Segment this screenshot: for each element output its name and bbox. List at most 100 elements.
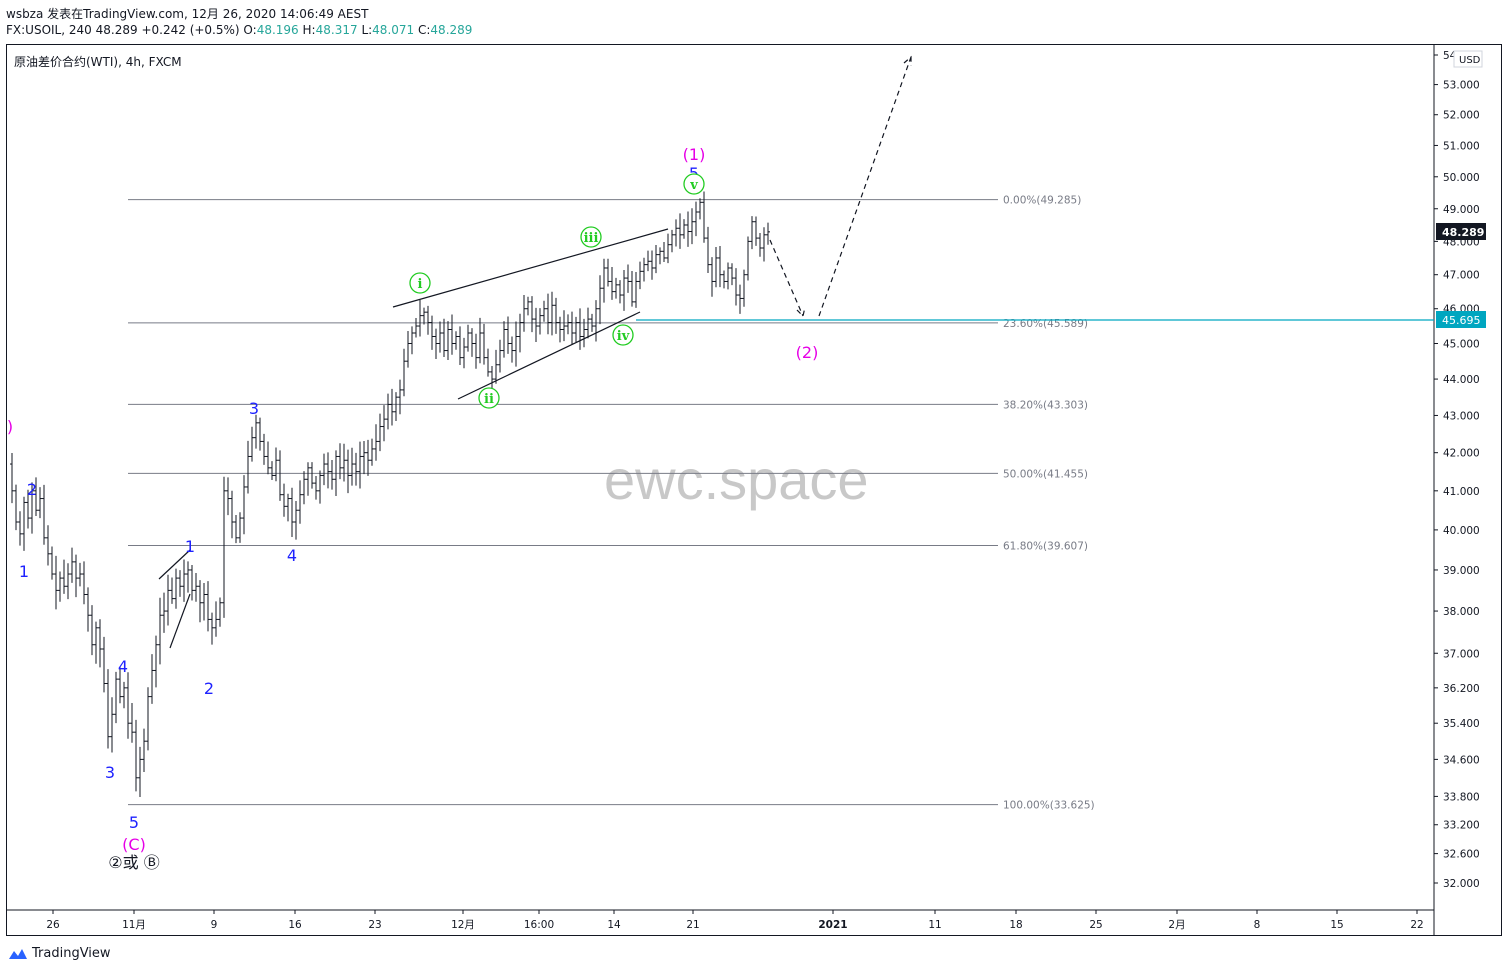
chart-svg[interactable]: ewc.space 原油差价合约(WTI), 4h, FXCM 0.00%(49… (6, 44, 1502, 936)
fib-level-label: 100.00%(33.625) (1003, 800, 1095, 812)
x-tick-label: 9 (211, 919, 218, 931)
wave-ii-circle (478, 387, 500, 409)
x-tick-label: 16:00 (524, 919, 554, 931)
ohlc-bar: FX:USOIL, 240 48.289 +0.242 (+0.5%) O:48… (6, 23, 472, 37)
wave-iii-label: iii (584, 231, 599, 246)
y-tick-label: 43.000 (1443, 410, 1480, 422)
y-tick-label: 38.000 (1443, 606, 1480, 618)
y-tick-label: 53.000 (1443, 80, 1480, 92)
watermark: ewc.space (604, 448, 869, 511)
price-axis[interactable]: 5453.00052.00051.00050.00049.00048.00047… (1434, 50, 1480, 890)
last-price-tag (1436, 223, 1486, 240)
projection-path[interactable] (769, 55, 912, 318)
y-tick-label: 49.000 (1443, 204, 1480, 216)
change-percent: (+0.5%) (189, 23, 240, 37)
price-bars (10, 191, 770, 798)
wave-iii-circle (580, 226, 602, 248)
currency-label: USD (1459, 55, 1481, 66)
fib-level-label: 50.00%(41.455) (1003, 468, 1088, 480)
y-tick-label: 45.000 (1443, 339, 1480, 351)
small-wedge-upper-trendline[interactable] (158, 549, 191, 580)
y-tick-label: 34.600 (1443, 754, 1480, 766)
open-value: 48.196 (256, 23, 299, 37)
support-price-tag (1436, 311, 1486, 328)
y-tick-label: 51.000 (1443, 140, 1480, 152)
close-label: C: (418, 23, 431, 37)
small-wedge-lower-trendline[interactable] (169, 593, 191, 649)
y-tick-label: 44.000 (1443, 374, 1480, 386)
x-tick-label: 8 (1254, 919, 1261, 931)
x-tick-label: 14 (607, 919, 621, 931)
wave-c-label: (C) (122, 835, 146, 854)
time-axis[interactable]: 26 11月 9 16 23 12月 16:00 14 21 2021 11 18 25 2月 8 15 22 (46, 910, 1424, 931)
edge-paren-label: ) (7, 417, 13, 436)
y-tick-label: 32.000 (1443, 878, 1480, 890)
x-tick-label: 22 (1410, 919, 1423, 931)
y-tick-label: 42.000 (1443, 448, 1480, 460)
x-tick-label: 2021 (818, 919, 847, 931)
chart-area[interactable]: ewc.space 原油差价合约(WTI), 4h, FXCM 0.00%(49… (6, 44, 1502, 936)
high-label: H: (302, 23, 316, 37)
wave-iv-circle (612, 324, 634, 346)
x-tick-label: 21 (686, 919, 699, 931)
y-tick-label: 36.200 (1443, 683, 1480, 695)
wedge-upper-trendline[interactable] (392, 228, 669, 308)
wave-iv-label: iv (617, 329, 630, 344)
footer-brand: TradingView (32, 946, 111, 961)
x-tick-label: 12月 (451, 919, 475, 931)
x-tick-label: 2月 (1168, 919, 1185, 931)
y-tick-label: 39.000 (1443, 565, 1480, 577)
chart-border (6, 44, 1502, 936)
wave-v-label: v (689, 178, 698, 193)
y-tick-label: 54 (1443, 50, 1457, 62)
fib-level-label: 38.20%(43.303) (1003, 399, 1088, 411)
low-value: 48.071 (372, 23, 415, 37)
x-tick-label: 23 (368, 919, 381, 931)
wave-2-or-b-label: ②或 Ⓑ (108, 853, 159, 872)
wave-3-label: 3 (249, 399, 259, 418)
change-value: +0.242 (141, 23, 186, 37)
x-tick-label: 25 (1089, 919, 1102, 931)
last-value: 48.289 (95, 23, 138, 37)
wave-2-magenta-label: (2) (796, 343, 819, 362)
wave-4-label: 4 (287, 546, 297, 565)
fib-level-label: 23.60%(45.589) (1003, 318, 1088, 330)
wave-1-magenta-label: (1) (683, 145, 706, 164)
high-value: 48.317 (315, 23, 358, 37)
wave-3-left-label: 3 (105, 763, 115, 782)
x-tick-label: 15 (1330, 919, 1343, 931)
symbol-interval: FX:USOIL, 240 (6, 23, 92, 37)
footer[interactable]: TradingView (8, 946, 111, 961)
x-tick-label: 11月 (122, 919, 146, 931)
y-tick-label: 37.000 (1443, 648, 1480, 660)
fib-level-label: 61.80%(39.607) (1003, 541, 1088, 553)
x-tick-label: 26 (46, 919, 60, 931)
wave-2-small-label: 2 (204, 679, 214, 698)
currency-box[interactable] (1453, 50, 1483, 68)
y-tick-label: 33.800 (1443, 791, 1480, 803)
y-tick-label: 33.200 (1443, 820, 1480, 832)
y-tick-label: 52.000 (1443, 110, 1480, 122)
last-price-label: 48.289 (1442, 226, 1484, 239)
y-tick-label: 35.400 (1443, 718, 1480, 730)
support-price-label: 45.695 (1442, 314, 1481, 327)
low-label: L: (361, 23, 373, 37)
x-tick-label: 16 (288, 919, 302, 931)
open-label: O: (243, 23, 257, 37)
wave-ii-label: ii (484, 392, 494, 407)
close-value: 48.289 (430, 23, 473, 37)
fib-level-label: 0.00%(49.285) (1003, 195, 1081, 207)
wave-v-circle (683, 173, 705, 195)
x-tick-label: 18 (1009, 919, 1022, 931)
wedge-lower-trendline[interactable] (457, 311, 641, 400)
wave-i-label: i (418, 277, 423, 292)
wave-i-circle (409, 272, 431, 294)
publish-info: wsbza 发表在TradingView.com, 12月 26, 2020 1… (6, 7, 369, 21)
legend-title: 原油差价合约(WTI), 4h, FXCM (14, 54, 182, 69)
y-tick-label: 50.000 (1443, 172, 1480, 184)
fib-retracement[interactable]: 0.00%(49.285) 23.60%(45.589) 38.20%(43.303… (128, 195, 1095, 812)
wave-1-small-label: 1 (185, 537, 195, 556)
wave-4-left-label: 4 (118, 657, 128, 676)
y-tick-label: 32.600 (1443, 849, 1480, 861)
